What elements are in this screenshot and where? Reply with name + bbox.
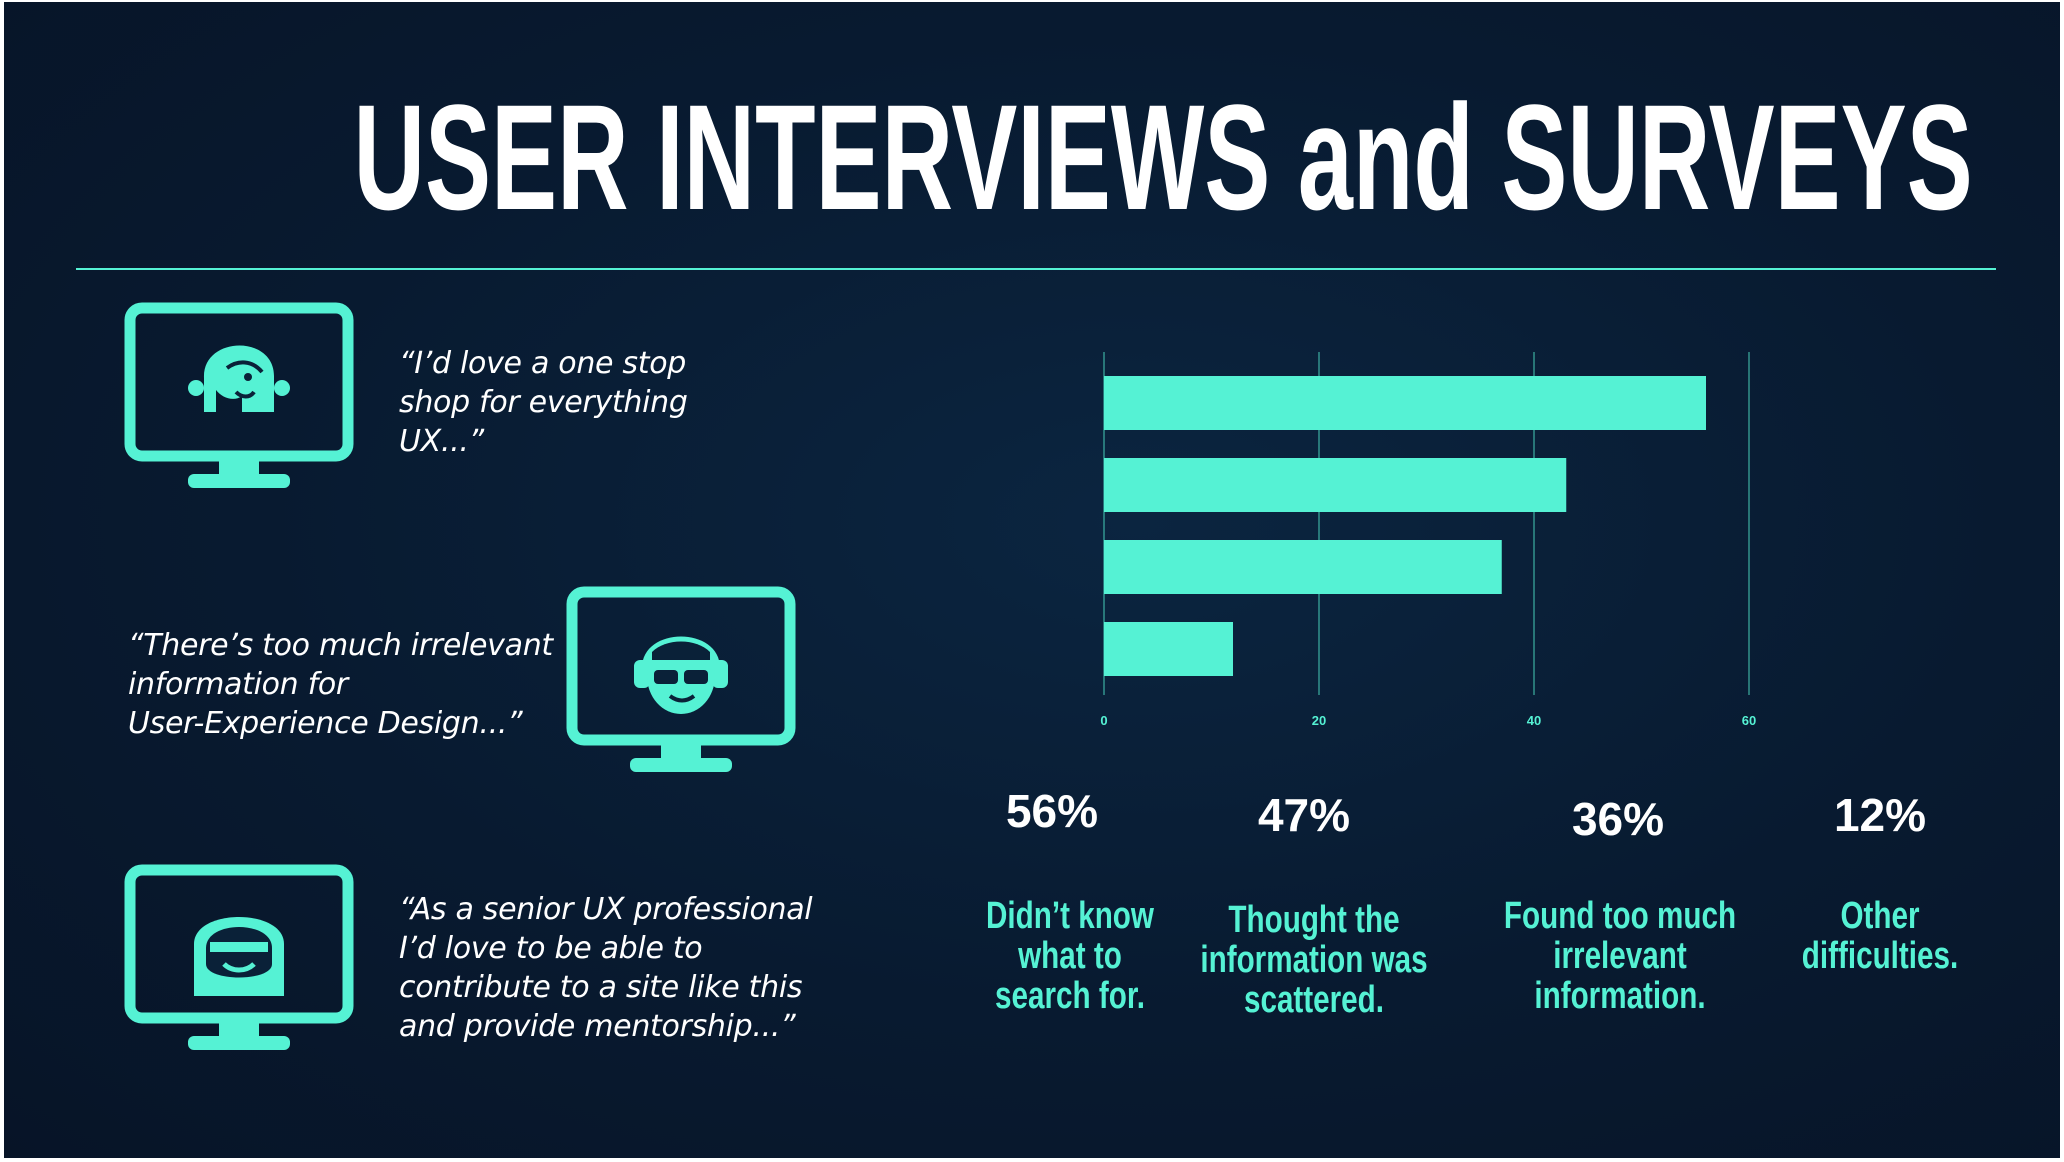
stat-label-line: information. (1534, 975, 1706, 1017)
quote-line: “There’s too much irrelevant (128, 628, 553, 663)
quote-line: UX...” (399, 424, 484, 459)
stat-pct-1: 56% (1005, 785, 1099, 837)
x-tick-label: 0 (1100, 713, 1107, 728)
quote-3: “As a senior UX professional I’d love to… (399, 890, 813, 1046)
quote-line: I’d love to be able to (399, 931, 703, 966)
quote-line: “I’d love a one stop (399, 346, 687, 381)
stat-label-2: Thought the information was scattered. (1189, 900, 1439, 1020)
monitor-man-headphones-icon (566, 586, 796, 778)
stat-label-line: what to (1018, 935, 1122, 977)
quote-line: information for (128, 667, 348, 702)
stat-label-line: Other (1840, 895, 1920, 937)
divider (76, 268, 1996, 270)
bar-1 (1104, 376, 1706, 430)
quote-line: User-Experience Design...” (128, 706, 523, 741)
stat-label-line: search for. (995, 975, 1145, 1017)
x-tick-label: 20 (1312, 713, 1326, 728)
stat-label-4: Other difficulties. (1755, 896, 2005, 976)
stat-label-line: Didn’t know (986, 895, 1154, 937)
quote-2: “There’s too much irrelevant information… (128, 626, 553, 743)
x-tick-label: 60 (1742, 713, 1756, 728)
quote-line: shop for everything (399, 385, 688, 420)
stat-label-3: Found too much irrelevant information. (1495, 896, 1745, 1016)
monitor-woman-icon (124, 302, 354, 494)
stat-label-line: Found too much (1503, 895, 1737, 937)
quote-1: “I’d love a one stop shop for everything… (399, 344, 688, 461)
quote-line: “As a senior UX professional (399, 892, 813, 927)
stat-label-line: information was (1200, 939, 1428, 981)
monitor-person-mask-icon (124, 864, 354, 1056)
page-title: USER INTERVIEWS and SURVEYS (353, 73, 1973, 241)
stat-label-line: irrelevant (1553, 935, 1687, 977)
quote-line: and provide mentorship...” (399, 1009, 796, 1044)
x-tick-label: 40 (1527, 713, 1541, 728)
stat-label-line: Thought the (1228, 899, 1400, 941)
stat-pct-2: 47% (1257, 789, 1351, 841)
stat-label-1: Didn’t know what to search for. (945, 896, 1195, 1016)
stat-label-line: scattered. (1243, 979, 1385, 1021)
stat-label-line: difficulties. (1801, 935, 1959, 977)
bar-3 (1104, 540, 1502, 594)
stat-pct-3: 36% (1571, 793, 1665, 845)
bar-4 (1104, 622, 1233, 676)
quote-line: contribute to a site like this (399, 970, 803, 1005)
stat-pct-4: 12% (1833, 789, 1927, 841)
bar-2 (1104, 458, 1567, 512)
bar-chart: 0 20 40 60 (1100, 352, 1756, 728)
slide: USER INTERVIEWS and SURVEYS “I’d love a … (4, 2, 2060, 1158)
